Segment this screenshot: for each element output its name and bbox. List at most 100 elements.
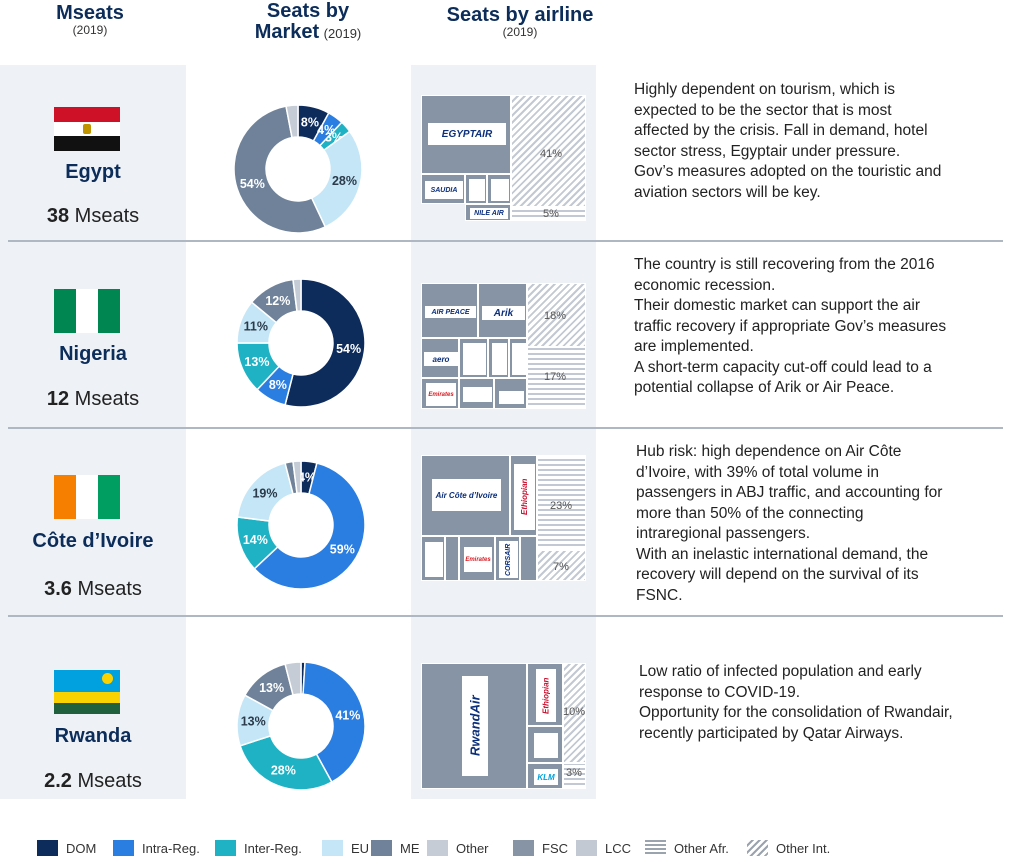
legend-item-fsc: FSC	[513, 840, 568, 856]
other-afr-block	[563, 763, 586, 789]
legend-swatch	[113, 840, 134, 856]
legend-item-intra-reg: Intra-Reg.	[113, 840, 200, 856]
airline-title: Seats by airline	[446, 4, 594, 26]
legend-item-other-int: Other Int.	[747, 840, 830, 856]
donut-label: 41%	[335, 709, 360, 723]
note-line: Their domestic market can support the ai…	[634, 297, 921, 314]
donut-slice-other	[285, 104, 299, 139]
note-line: sector stress, Egyptair under pressure.	[634, 142, 901, 160]
note-nigeria: The country is still recovering from the…	[634, 255, 946, 399]
note-line: more than 50% of the connecting	[636, 504, 864, 522]
donut-chart-egypt: 8%4%3%28%54%	[233, 104, 363, 234]
airline-tile	[459, 378, 494, 409]
airline-logo-icon	[463, 387, 492, 402]
note-line: d’Ivoire, with 39% of total volume in	[636, 463, 879, 481]
legend-swatch	[747, 840, 768, 856]
other-int-label: 18%	[544, 310, 567, 322]
seats-value: 38	[46, 205, 70, 227]
seats-unit: Mseats	[74, 388, 140, 410]
nileair-logo: NILE AIR	[470, 208, 508, 219]
market-title-2: Market	[254, 21, 320, 43]
other-int-block	[511, 95, 586, 207]
legend-label: LCC	[605, 840, 632, 856]
emirates-logo: Emirates	[464, 547, 492, 572]
airline-logo-icon	[469, 179, 485, 201]
note-line: Hub risk: high dependence on Air Côte	[636, 443, 902, 460]
note-line: The country is still recovering from the…	[634, 256, 935, 273]
legend-item-other-afr: Other Afr.	[645, 840, 729, 856]
country-name-egypt: Egypt	[65, 161, 121, 183]
note-line: Gov’s measures adopted on the touristic …	[634, 163, 942, 180]
mseats-header: Mseats (2019)	[30, 3, 150, 37]
note-egypt: Highly dependent on tourism, which is ex…	[634, 80, 941, 203]
note-line: potential collapse of Arik or Air Peace.	[634, 379, 895, 396]
donut-label: 13%	[241, 714, 266, 728]
note-line: are implemented.	[634, 338, 754, 355]
aero-logo: aero	[424, 352, 458, 366]
seats-egypt: 38 Mseats	[0, 205, 186, 228]
treemap-nigeria: AIR PEACE Arik aero Emirates 18% 17%	[421, 283, 586, 409]
legend-swatch	[576, 840, 597, 856]
country-name-cote-divoire: Côte d’Ivoire	[32, 530, 154, 552]
legend: DOM Intra-Reg. Inter-Reg. EU ME Other FS…	[0, 836, 1011, 860]
saudia-logo: SAUDIA	[425, 181, 463, 199]
airline-tile	[488, 338, 509, 378]
donut-slice-inter-reg-	[239, 734, 333, 791]
mseats-title: Mseats	[56, 2, 124, 24]
klm-logo: KLM	[534, 769, 558, 785]
legend-label: Other Int.	[776, 840, 831, 856]
airline-tile: CORSAIR	[495, 536, 520, 581]
other-afr-block	[511, 207, 586, 221]
donut-slice-other	[292, 278, 302, 313]
airline-tile: Air Côte d’Ivoire	[421, 455, 510, 536]
airline-tile-egyptair: EGYPTAIR	[421, 95, 511, 174]
airline-logo-icon	[512, 343, 526, 375]
note-cote-divoire: Hub risk: high dependence on Air Côte d’…	[636, 442, 942, 606]
donut-label: 13%	[259, 681, 284, 695]
airline-tile	[421, 536, 445, 581]
airline-tile	[509, 338, 527, 378]
legend-label: Other	[456, 840, 489, 856]
other-afr-label: 7%	[553, 561, 569, 573]
country-name-nigeria: Nigeria	[59, 343, 127, 365]
airline-tile: KLM	[527, 763, 563, 789]
donut-slice-intra-reg-	[302, 661, 366, 784]
airline-tile: SAUDIA	[421, 174, 465, 204]
note-line: A short-term capacity cut-off could lead…	[634, 358, 932, 376]
airline-year: (2019)	[502, 25, 538, 39]
airline-logo-icon	[534, 733, 558, 758]
donut-label: 8%	[269, 378, 287, 392]
legend-label: Inter-Reg.	[244, 840, 302, 856]
treemap-rwanda: RwandAir Ethiopian KLM 10% 3%	[421, 663, 586, 789]
donut-label: 19%	[252, 486, 277, 500]
legend-label: Other Afr.	[674, 840, 729, 856]
airline-logo-icon	[463, 343, 486, 375]
donut-label: 4%	[298, 470, 316, 484]
airline-tile	[520, 536, 537, 581]
airline-tile	[445, 536, 459, 581]
treemap-egypt: EGYPTAIR SAUDIA NILE AIR 41% 5%	[421, 95, 586, 221]
donut-slice-other	[284, 661, 302, 696]
airline-tile: aero	[421, 338, 459, 378]
seats-value: 3.6	[44, 578, 72, 600]
legend-swatch	[37, 840, 58, 856]
row-separator	[8, 427, 1003, 429]
legend-label: FSC	[542, 840, 568, 856]
airline-tile: Ethiopian	[527, 663, 563, 726]
donut-label: 54%	[240, 177, 265, 191]
airline-logo-icon	[499, 391, 524, 404]
airline-logo-icon	[425, 542, 443, 577]
airline-tile: AIR PEACE	[421, 283, 478, 338]
seats-value: 12	[46, 388, 70, 410]
legend-swatch	[513, 840, 534, 856]
note-line: passengers in ABJ traffic, and accountin…	[636, 484, 943, 501]
legend-swatch	[371, 840, 392, 856]
donut-slice-me	[233, 105, 327, 234]
other-int-label: 41%	[540, 148, 563, 160]
note-line: FSNC.	[636, 586, 683, 604]
airline-tile	[487, 174, 511, 204]
donut-label: 54%	[336, 342, 361, 356]
legend-item-eu: EU	[322, 840, 369, 856]
egyptair-logo: EGYPTAIR	[428, 123, 506, 145]
legend-swatch	[215, 840, 236, 856]
